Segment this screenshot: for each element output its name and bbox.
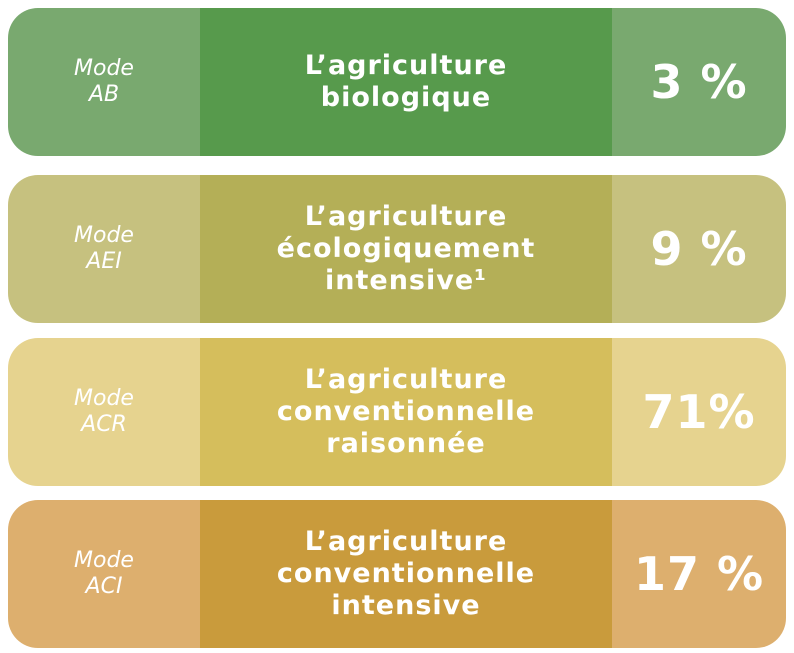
- value-cell: 3 %: [612, 8, 786, 156]
- value-text: 17 %: [633, 547, 765, 601]
- mode-text: Mode: [74, 223, 134, 248]
- value-cell: 17 %: [612, 500, 786, 648]
- mode-cell: Mode AEI: [8, 175, 200, 323]
- mode-text: ACR: [81, 412, 127, 437]
- label-text: intensive: [331, 590, 481, 621]
- label-text: conventionnelle: [276, 396, 536, 427]
- label-text: biologique: [320, 82, 492, 113]
- mode-text: Mode: [74, 386, 134, 411]
- mode-text: AEI: [86, 249, 122, 274]
- label-cell: L’agriculture conventionnelle raisonnée: [200, 338, 612, 486]
- value-text: 71%: [642, 385, 756, 439]
- value-cell: 9 %: [612, 175, 786, 323]
- label-text: L’agriculture: [304, 526, 508, 557]
- label-text: L’agriculture: [304, 364, 508, 395]
- value-cell: 71%: [612, 338, 786, 486]
- mode-text: Mode: [74, 548, 134, 573]
- mode-row: Mode ACR L’agriculture conventionnelle raiso…: [8, 338, 786, 486]
- label-cell: L’agriculture biologique: [200, 8, 612, 156]
- mode-row: Mode ACI L’agriculture conventionnelle inten…: [8, 500, 786, 648]
- label-text: écologiquement: [276, 233, 536, 264]
- mode-text: Mode: [74, 56, 134, 81]
- mode-text: AB: [88, 82, 120, 107]
- value-text: 9 %: [650, 222, 748, 276]
- mode-row: Mode AEI L’agriculture écologiquement intens…: [8, 175, 786, 323]
- label-text: raisonnée: [326, 428, 486, 459]
- mode-row: Mode AB L’agriculture biologique 3 %: [8, 8, 786, 156]
- mode-text: ACI: [85, 574, 123, 599]
- value-text: 3 %: [650, 55, 748, 109]
- label-text: conventionnelle: [276, 558, 536, 589]
- label-text: L’agriculture: [304, 201, 508, 232]
- label-cell: L’agriculture conventionnelle intensive: [200, 500, 612, 648]
- mode-cell: Mode ACI: [8, 500, 200, 648]
- mode-cell: Mode ACR: [8, 338, 200, 486]
- label-cell: L’agriculture écologiquement intensive¹: [200, 175, 612, 323]
- mode-cell: Mode AB: [8, 8, 200, 156]
- label-text: L’agriculture: [304, 50, 508, 81]
- label-text: intensive¹: [325, 265, 487, 296]
